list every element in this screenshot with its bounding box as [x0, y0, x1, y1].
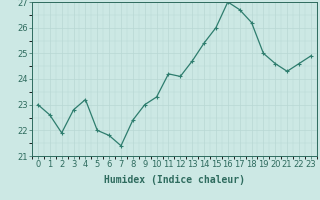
- X-axis label: Humidex (Indice chaleur): Humidex (Indice chaleur): [104, 175, 245, 185]
